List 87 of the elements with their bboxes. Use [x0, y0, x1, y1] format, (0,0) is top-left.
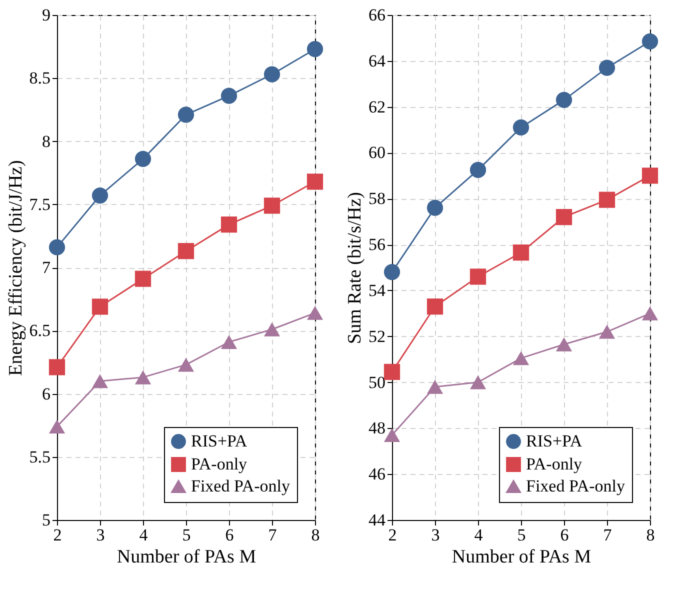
- point: [264, 322, 280, 336]
- y-tick-label: 52: [368, 326, 386, 346]
- legend-label: RIS+PA: [191, 432, 248, 450]
- x-tick-label: 4: [474, 526, 484, 544]
- point: [48, 420, 66, 434]
- x-tick-label: 8: [646, 526, 655, 544]
- point: [470, 268, 486, 285]
- point: [426, 200, 444, 216]
- legend-label: PA-only: [526, 454, 583, 474]
- point: [598, 192, 616, 208]
- x-tick-label: 8: [311, 526, 320, 544]
- x-tick-label: 5: [517, 526, 526, 544]
- y-tick-label: 58: [368, 189, 386, 208]
- y-tick-label: 64: [368, 51, 386, 70]
- x-tick-label: 3: [431, 526, 440, 544]
- y-tick-label: 5: [42, 510, 50, 530]
- x-tick-label: 6: [225, 526, 234, 544]
- point: [598, 60, 616, 76]
- point: [556, 92, 572, 108]
- x-tick-label: 4: [139, 526, 148, 544]
- point: [220, 88, 238, 104]
- y-tick-label: 56: [368, 235, 386, 254]
- y-tick-label: 62: [368, 97, 386, 116]
- y-tick-label: 6: [42, 384, 50, 404]
- point: [384, 264, 400, 280]
- x-tick-label: 6: [560, 526, 569, 544]
- point: [512, 119, 530, 136]
- point: [426, 380, 444, 394]
- y-tick-label: 60: [368, 143, 386, 162]
- legend-label: Fixed PA-only: [191, 476, 291, 496]
- point: [178, 358, 194, 372]
- y-axis-title: Energy Efficiency (bit/J/Hz): [5, 160, 26, 376]
- y-tick-label: 66: [368, 6, 386, 24]
- point: [92, 374, 108, 388]
- point: [264, 198, 280, 214]
- y-tick-label: 50: [368, 372, 386, 392]
- y-tick-label: 46: [368, 464, 386, 484]
- x-axis-title: Number of PAs M: [116, 546, 256, 568]
- y-tick-label: 9: [42, 6, 50, 24]
- point: [470, 375, 486, 390]
- point: [92, 187, 108, 204]
- legend-label: PA-only: [191, 454, 248, 474]
- y-tick-label: 8: [42, 132, 50, 151]
- point: [642, 306, 658, 320]
- y-tick-label: 7.5: [29, 194, 50, 214]
- legend-label: RIS+PA: [526, 432, 583, 450]
- y-tick-label: 8.5: [29, 68, 50, 88]
- y-axis-title: Sum Rate (bit/s/Hz): [344, 192, 366, 344]
- point: [220, 335, 238, 349]
- point: [598, 324, 616, 339]
- point: [512, 351, 530, 366]
- point: [134, 150, 152, 167]
- point: [470, 162, 486, 178]
- point: [306, 174, 324, 190]
- point: [556, 337, 572, 352]
- point: [48, 239, 66, 256]
- y-tick-label: 6.5: [29, 321, 50, 340]
- point: [48, 359, 66, 376]
- x-tick-label: 7: [603, 526, 612, 544]
- x-axis-title: Number of PAs M: [452, 546, 592, 568]
- point: [512, 244, 530, 261]
- point: [642, 168, 658, 184]
- legend-label: Fixed PA-only: [526, 476, 626, 496]
- point: [306, 306, 324, 320]
- x-tick-label: 7: [268, 526, 278, 544]
- y-tick-label: 44: [368, 510, 386, 530]
- x-tick-label: 2: [53, 526, 62, 544]
- y-tick-label: 7: [42, 258, 51, 277]
- y-tick-label: 48: [368, 418, 386, 438]
- point: [134, 270, 152, 287]
- point: [384, 428, 400, 442]
- point: [134, 370, 152, 384]
- point: [642, 33, 658, 50]
- x-tick-label: 3: [96, 526, 105, 544]
- x-tick-label: 2: [388, 526, 397, 544]
- point: [306, 41, 324, 58]
- point: [220, 216, 238, 233]
- point: [426, 298, 444, 315]
- point: [178, 106, 194, 123]
- point: [556, 208, 572, 226]
- y-tick-label: 54: [368, 280, 386, 300]
- point: [178, 243, 194, 260]
- y-tick-label: 5.5: [29, 447, 50, 466]
- point: [92, 298, 108, 315]
- point: [264, 66, 280, 82]
- x-tick-label: 5: [182, 526, 191, 544]
- point: [384, 364, 400, 380]
